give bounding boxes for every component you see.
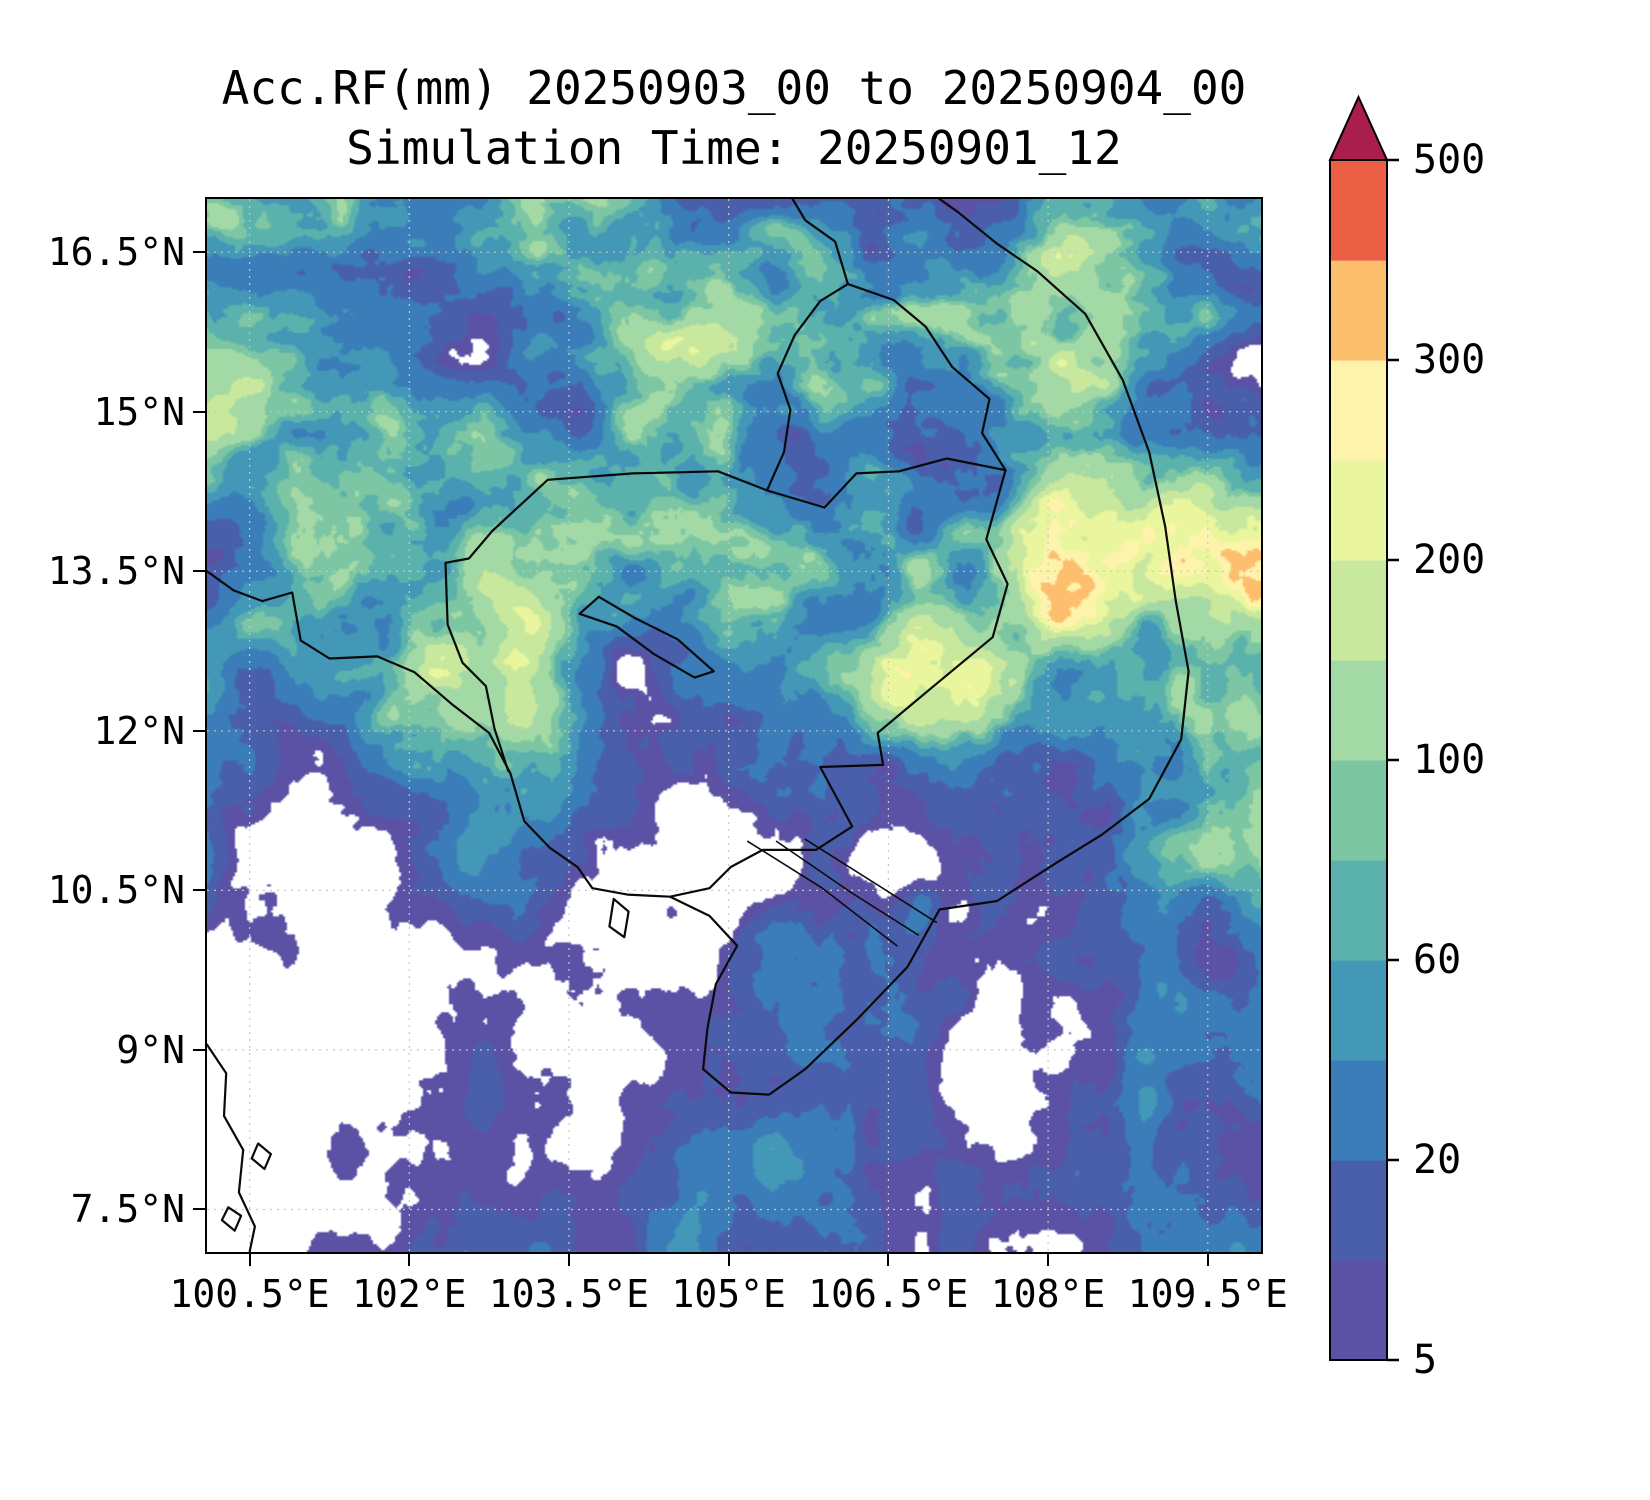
map-plot-area (205, 197, 1263, 1254)
outline-island-a (250, 1142, 273, 1171)
graticule-grid (207, 199, 1261, 1252)
x-tick-mark (567, 1254, 570, 1266)
map-outline-overlay (207, 199, 1261, 1252)
y-tick-label: 13.5°N (47, 549, 185, 594)
colorbar-segment (1330, 960, 1387, 1061)
colorbar-over-arrow (1328, 94, 1389, 161)
x-tick-mark (1206, 1254, 1209, 1266)
y-tick-label: 9°N (116, 1027, 185, 1072)
colorbar-tick-label: 300 (1413, 337, 1485, 383)
x-tick-label: 103.5°E (488, 1272, 650, 1316)
outline-border-cambodia-laos (765, 457, 1007, 509)
colorbar-segment (1330, 460, 1387, 561)
colorbar-tick-label: 60 (1413, 937, 1461, 983)
rainfall-field-canvas (207, 199, 1261, 1252)
x-tick-mark (248, 1254, 251, 1266)
colorbar-segment (1330, 1160, 1387, 1261)
colorbar-segment (1330, 560, 1387, 661)
colorbar-segment (1330, 760, 1387, 861)
outline-mekong-channel-2 (775, 840, 920, 936)
y-tick-mark (193, 1048, 205, 1051)
title-line-1: Acc.RF(mm) 20250903_00 to 20250904_00 (221, 61, 1247, 115)
colorbar-tick-label: 500 (1413, 137, 1485, 183)
x-tick-mark (727, 1254, 730, 1266)
y-tick-mark (193, 410, 205, 413)
y-tick-mark (193, 570, 205, 573)
outline-border-thailand-cambodia (444, 470, 769, 773)
x-tick-label: 108°E (990, 1272, 1106, 1316)
x-tick-mark (1047, 1254, 1050, 1266)
outline-coast-gulf-of-thailand-vietnam (207, 199, 1190, 1096)
x-tick-mark (408, 1254, 411, 1266)
colorbar-tick-label: 20 (1413, 1137, 1461, 1183)
y-tick-label: 10.5°N (47, 868, 185, 913)
outline-coast-malay-peninsula (207, 1043, 257, 1252)
y-tick-label: 15°N (93, 389, 185, 434)
x-tick-label: 109.5°E (1127, 1272, 1288, 1316)
title-line-2: Simulation Time: 20250901_12 (346, 121, 1122, 175)
colorbar-segment (1330, 360, 1387, 461)
y-tick-mark (193, 889, 205, 892)
outline-border-laos-thailand (765, 199, 850, 492)
y-tick-label: 7.5°N (70, 1187, 185, 1232)
outline-island-b (220, 1206, 243, 1232)
colorbar-segment (1330, 1260, 1387, 1361)
colorbar-segment (1330, 160, 1387, 261)
x-tick-label: 100.5°E (169, 1272, 330, 1316)
y-tick-mark (193, 1208, 205, 1211)
colorbar-tick-label: 100 (1413, 737, 1485, 783)
x-tick-label: 105°E (671, 1272, 786, 1316)
colorbar-segment (1330, 260, 1387, 361)
y-tick-label: 16.5°N (47, 230, 185, 275)
colorbar-tick-label: 200 (1413, 537, 1485, 583)
colorbar-tick-label: 5 (1413, 1337, 1437, 1383)
figure-title: Acc.RF(mm) 20250903_00 to 20250904_00 Si… (205, 58, 1263, 178)
map-outlines (207, 199, 1190, 1252)
x-tick-label: 102°E (352, 1272, 467, 1316)
x-tick-mark (887, 1254, 890, 1266)
y-tick-mark (193, 251, 205, 254)
outline-mekong-channel-3 (804, 838, 938, 924)
outline-border-laos-vietnam (846, 282, 1007, 472)
colorbar-segment (1330, 1060, 1387, 1161)
outline-mekong-channel-1 (746, 840, 898, 947)
colorbar: 5 20 60 100 200 300 500 (1328, 94, 1485, 1383)
colorbar-segment (1330, 860, 1387, 961)
outline-island-phu-quoc (608, 897, 630, 939)
y-tick-label: 12°N (93, 708, 185, 753)
outline-border-cambodia-vietnam (669, 469, 1009, 898)
x-tick-label: 106.5°E (808, 1272, 969, 1316)
y-tick-mark (193, 729, 205, 732)
colorbar-segment (1330, 660, 1387, 761)
outline-lake-tonle-sap (578, 595, 715, 679)
